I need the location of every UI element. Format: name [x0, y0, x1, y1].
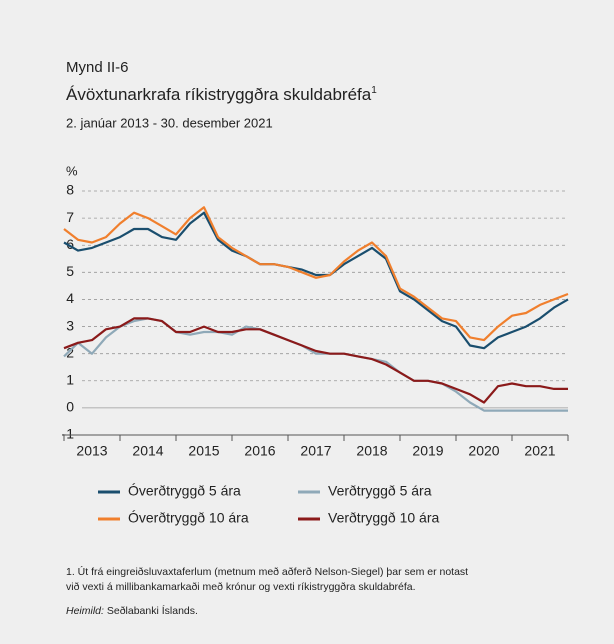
- y-tick-label: 3: [66, 317, 74, 333]
- title-note: 1: [371, 85, 377, 96]
- y-tick-label: 8: [66, 182, 74, 198]
- y-axis-label: %: [66, 163, 78, 178]
- footnote: við vexti á millibankamarkaði með krónur…: [66, 581, 416, 593]
- legend-label: Verðtryggð 5 ára: [328, 483, 432, 499]
- x-tick-label: 2019: [412, 443, 443, 459]
- source: Heimild: Seðlabanki Íslands.: [66, 604, 198, 617]
- y-tick-label: 7: [66, 209, 74, 225]
- x-tick-label: 2017: [300, 443, 331, 459]
- x-tick-label: 2020: [468, 443, 499, 459]
- x-tick-label: 2016: [244, 443, 275, 459]
- y-tick-label: 2: [66, 344, 74, 360]
- subtitle: 2. janúar 2013 - 30. desember 2021: [66, 115, 273, 130]
- source-label: Heimild:: [66, 605, 104, 617]
- x-tick-label: 2021: [524, 443, 555, 459]
- legend-label: Óverðtryggð 10 ára: [128, 510, 249, 526]
- y-tick-label: 6: [66, 236, 74, 252]
- x-tick-label: 2015: [188, 443, 219, 459]
- x-tick-label: 2018: [356, 443, 387, 459]
- source-text: Seðlabanki Íslands.: [107, 604, 198, 617]
- y-tick-label: 1: [66, 371, 74, 387]
- x-tick-label: 2013: [76, 443, 107, 459]
- title-text: Ávöxtunarkrafa ríkistryggðra skuldabréfa: [66, 85, 372, 104]
- legend-label: Óverðtryggð 5 ára: [128, 483, 241, 499]
- figure-label: Mynd II-6: [66, 59, 129, 76]
- y-tick-label: 4: [66, 290, 74, 306]
- chart-title: Ávöxtunarkrafa ríkistryggðra skuldabréfa…: [66, 85, 377, 105]
- y-tick-label: 5: [66, 263, 74, 279]
- series-line: [63, 211, 569, 350]
- legend-label: Verðtryggð 10 ára: [328, 510, 440, 526]
- x-tick-label: 2014: [132, 443, 163, 459]
- series-line: [63, 317, 568, 404]
- y-tick-label: -1: [62, 426, 75, 442]
- series-line: [63, 206, 569, 342]
- y-tick-label: 0: [66, 399, 74, 415]
- footnote: 1. Út frá eingreiðsluvaxtaferlum (metnum…: [66, 565, 468, 578]
